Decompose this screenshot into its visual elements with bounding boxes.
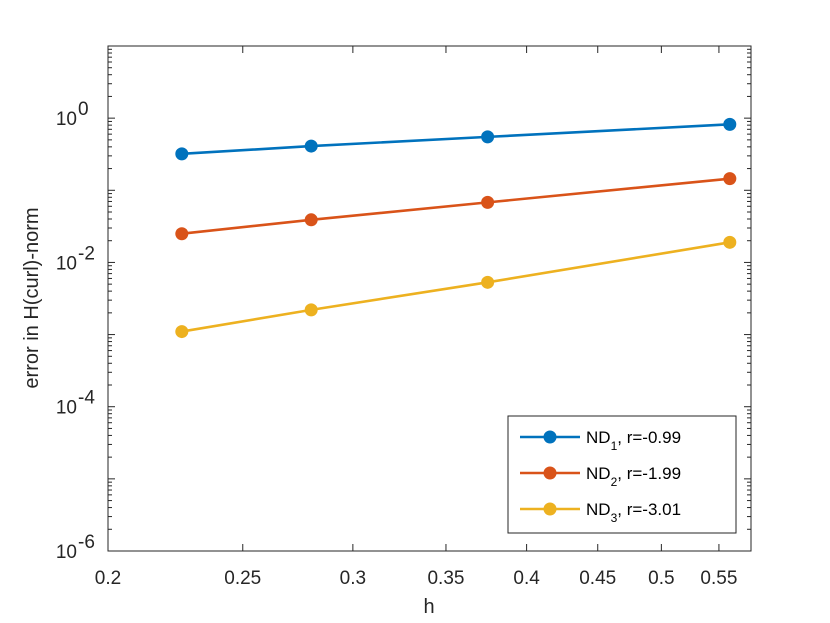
legend-marker-nd2 [543,466,557,480]
legend-label-nd3: ND3, r=-3.01 [586,500,681,525]
data-point-nd1 [481,130,495,144]
y-tick-label: 10 [56,542,77,563]
legend-label-nd2: ND2, r=-1.99 [586,464,681,489]
x-tick-label: 0.55 [700,568,737,589]
legend-subscript: 2 [611,475,618,489]
data-point-nd3 [175,325,189,339]
legend-rate: , r=-0.99 [617,428,681,447]
x-axis-label: h [423,596,434,618]
y-tick-exponent: -2 [78,243,95,264]
legend-name: ND [586,464,611,483]
y-tick-base: 10 [56,398,77,419]
legend-rate: , r=-3.01 [617,500,681,519]
data-point-nd2 [481,195,495,209]
y-tick-label: 10 [56,398,77,419]
y-tick-exponent: 0 [78,99,89,120]
x-tick-label: 0.5 [648,568,674,589]
x-tick-label: 0.25 [224,568,261,589]
y-tick-label: 10 [56,109,77,130]
series-line-nd3 [181,241,731,333]
y-tick-base: 10 [56,542,77,563]
data-point-nd2 [175,227,189,241]
data-point-nd3 [723,235,737,249]
data-point-nd2 [304,213,318,227]
y-tick-base: 10 [56,109,77,130]
legend-rate: , r=-1.99 [617,464,681,483]
legend-name: ND [586,428,611,447]
data-point-nd1 [304,139,318,153]
legend-marker-nd1 [543,430,557,444]
data-point-nd3 [304,303,318,317]
data-point-nd3 [481,275,495,289]
x-tick-label: 0.45 [579,568,616,589]
x-tick-label: 0.4 [513,568,540,589]
y-tick-exponent: -6 [78,532,95,553]
legend-label-nd1: ND1, r=-0.99 [586,428,681,453]
legend-subscript: 3 [611,511,618,525]
x-tick-label: 0.35 [427,568,464,589]
y-tick-exponent: -4 [78,388,95,409]
y-tick-label: 10 [56,253,77,274]
y-tick-base: 10 [56,253,77,274]
legend-marker-nd3 [543,502,557,516]
x-tick-label: 0.2 [95,568,121,589]
x-tick-labels: 0.2 0.25 0.3 0.35 0.4 0.45 0.5 0.55 [95,568,738,589]
series-line-nd2 [181,177,730,236]
x-tick-label: 0.3 [340,568,366,589]
data-point-nd1 [175,147,189,161]
series-line-nd1 [181,123,730,156]
data-point-nd1 [723,117,737,131]
legend-name: ND [586,500,611,519]
series-group [175,117,737,339]
y-axis-label: error in H(curl)-norm [21,207,43,388]
legend-subscript: 1 [611,439,618,453]
data-point-nd2 [723,172,737,186]
plot-frame [107,45,752,552]
